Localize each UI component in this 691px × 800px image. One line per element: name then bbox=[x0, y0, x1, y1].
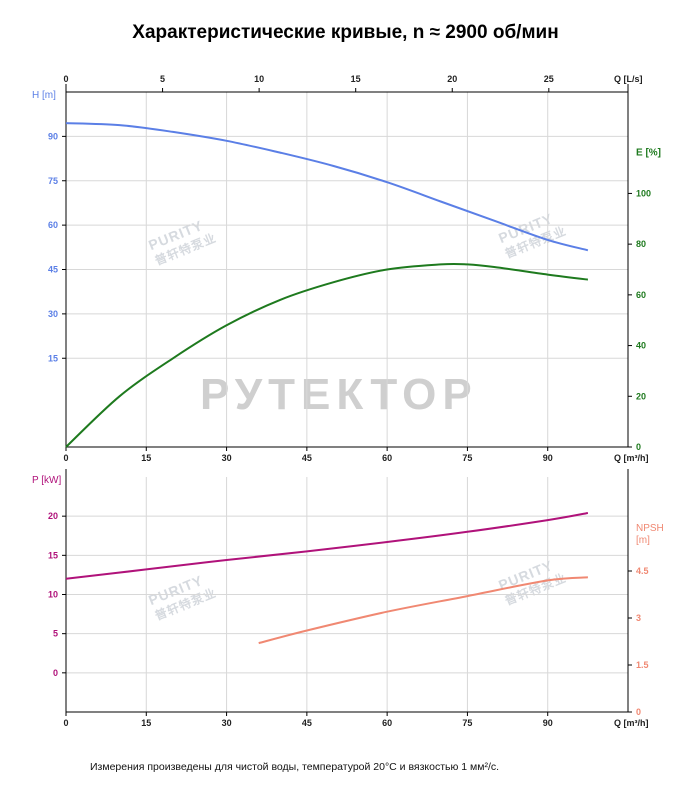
y-right-tick-label: 4.5 bbox=[636, 566, 649, 576]
y-left-tick-label: 90 bbox=[48, 131, 58, 141]
y-right-tick-label: 1.5 bbox=[636, 660, 649, 670]
x-tick-label: 45 bbox=[302, 453, 312, 463]
y-left-tick-label: 20 bbox=[48, 511, 58, 521]
y-left-tick-label: 0 bbox=[53, 668, 58, 678]
y-right-tick-label: 3 bbox=[636, 613, 641, 623]
y-left-tick-label: 10 bbox=[48, 590, 58, 600]
y-right-tick-label: 0 bbox=[636, 442, 641, 452]
x-tick-label: 15 bbox=[141, 453, 151, 463]
x-top-axis-label: Q [L/s] bbox=[614, 74, 643, 84]
series-line-npsh bbox=[258, 576, 588, 645]
series-line-p bbox=[65, 512, 589, 580]
y-left-tick-label: 5 bbox=[53, 629, 58, 639]
x-top-tick-label: 10 bbox=[254, 74, 264, 84]
y-right-axis-label: E [%] bbox=[636, 147, 661, 158]
y-right-tick-label: 60 bbox=[636, 290, 646, 300]
y-right-tick-label: 40 bbox=[636, 341, 646, 351]
x-axis-label: Q [m³/h] bbox=[614, 718, 649, 728]
y-left-tick-label: 30 bbox=[48, 309, 58, 319]
y-left-axis-label: H [m] bbox=[32, 90, 56, 101]
y-left-tick-label: 75 bbox=[48, 176, 58, 186]
y-left-tick-label: 60 bbox=[48, 220, 58, 230]
x-top-tick-label: 0 bbox=[63, 74, 68, 84]
y-left-axis-label: P [kW] bbox=[32, 475, 61, 486]
y-right-tick-label: 0 bbox=[636, 707, 641, 717]
y-right-axis-unit: [m] bbox=[636, 535, 650, 546]
x-tick-label: 90 bbox=[543, 453, 553, 463]
x-tick-label: 75 bbox=[462, 453, 472, 463]
brand-watermark: РУТЕКТОР bbox=[200, 370, 478, 419]
x-tick-label: 30 bbox=[222, 718, 232, 728]
x-tick-label: 60 bbox=[382, 718, 392, 728]
x-top-tick-label: 5 bbox=[160, 74, 165, 84]
y-left-tick-label: 45 bbox=[48, 265, 58, 275]
x-tick-label: 60 bbox=[382, 453, 392, 463]
x-top-tick-label: 20 bbox=[447, 74, 457, 84]
x-axis-label: Q [m³/h] bbox=[614, 453, 649, 463]
x-tick-label: 30 bbox=[222, 453, 232, 463]
series-line-e bbox=[65, 262, 589, 448]
y-left-tick-label: 15 bbox=[48, 550, 58, 560]
y-right-axis-label: NPSH bbox=[636, 523, 664, 534]
series-line-h bbox=[65, 122, 589, 252]
x-tick-label: 0 bbox=[63, 718, 68, 728]
x-tick-label: 75 bbox=[462, 718, 472, 728]
y-left-tick-label: 15 bbox=[48, 353, 58, 363]
y-right-tick-label: 20 bbox=[636, 391, 646, 401]
chart-title: Характеристические кривые, n ≈ 2900 об/м… bbox=[132, 22, 559, 43]
x-tick-label: 15 bbox=[141, 718, 151, 728]
x-top-tick-label: 15 bbox=[351, 74, 361, 84]
y-right-tick-label: 100 bbox=[636, 188, 651, 198]
y-right-tick-label: 80 bbox=[636, 239, 646, 249]
footnote: Измерения произведены для чистой воды, т… bbox=[90, 761, 500, 773]
x-top-tick-label: 25 bbox=[544, 74, 554, 84]
x-tick-label: 90 bbox=[543, 718, 553, 728]
x-tick-label: 0 bbox=[63, 453, 68, 463]
x-tick-label: 45 bbox=[302, 718, 312, 728]
